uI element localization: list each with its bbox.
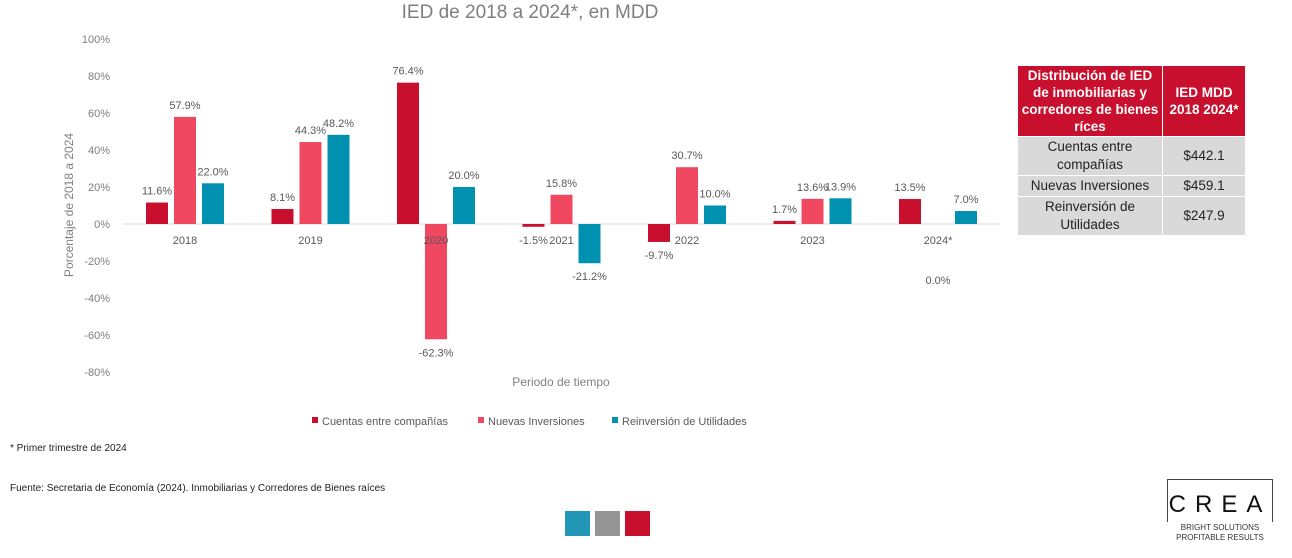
x-tick-label: 2022 xyxy=(675,235,699,247)
square-teal xyxy=(565,511,590,536)
bar-1-2020 xyxy=(425,224,447,340)
data-label: 13.9% xyxy=(825,181,856,193)
bar-2-2024* xyxy=(955,211,977,224)
y-tick-label: 80% xyxy=(88,71,110,83)
row-value: $442.1 xyxy=(1162,136,1246,176)
data-label: -21.2% xyxy=(572,271,607,283)
legend-label: Nuevas Inversiones xyxy=(488,416,585,428)
bar-1-2022 xyxy=(676,167,698,224)
legend-swatch xyxy=(312,417,318,423)
data-label: 57.9% xyxy=(169,100,200,112)
bar-2-2022 xyxy=(704,205,726,224)
data-label: 13.6% xyxy=(797,182,828,194)
y-tick-label: 60% xyxy=(88,108,110,120)
legend-label: Reinversión de Utilidades xyxy=(622,416,747,428)
y-tick-label: -20% xyxy=(84,256,110,268)
data-label: 8.1% xyxy=(270,192,295,204)
bar-chart: 100% 80% 60% 40% 20% 0% -20% -40% -60% -80% 11.6% 5… xyxy=(62,34,1000,428)
bar-0-2022 xyxy=(648,224,670,242)
data-label: 22.0% xyxy=(197,166,228,178)
data-label: 76.4% xyxy=(392,66,423,78)
bar-0-2023 xyxy=(773,220,796,224)
row-value: $247.9 xyxy=(1162,196,1246,236)
bar-1-2021 xyxy=(550,194,573,224)
bar-1-2018 xyxy=(174,116,196,224)
y-tick-label: -60% xyxy=(84,330,110,342)
data-label: 15.8% xyxy=(546,178,577,190)
data-label: 7.0% xyxy=(953,194,978,206)
legend-swatch xyxy=(478,417,484,423)
data-label: 11.6% xyxy=(142,186,173,198)
chart-title: IED de 2018 a 2024*, en MDD xyxy=(401,2,659,23)
square-red xyxy=(625,511,650,536)
logo-frame xyxy=(1167,479,1273,522)
legend-swatch xyxy=(612,417,618,423)
bar-2-2020 xyxy=(453,187,475,224)
row-label: Nuevas Inversiones xyxy=(1017,175,1163,197)
bar-2-2021 xyxy=(578,224,601,264)
data-label: 48.2% xyxy=(323,118,354,130)
table-row: Reinversión de Utilidades $247.9 xyxy=(1017,196,1246,236)
legend-label: Cuentas entre compañías xyxy=(322,416,448,428)
data-label: -1.5% xyxy=(519,235,548,247)
data-label: 1.7% xyxy=(772,204,797,216)
bar-0-2024* xyxy=(899,199,921,224)
bar-2-2023 xyxy=(829,198,852,224)
table-header-row: Distribución de IED de inmobiliarias y c… xyxy=(1017,65,1246,137)
logo-wordmark: CREA xyxy=(1168,491,1272,518)
y-axis-title: Porcentaje de 2018 a 2024 xyxy=(62,133,76,277)
y-tick-label: 20% xyxy=(88,182,110,194)
y-tick-label: 100% xyxy=(82,34,110,46)
x-tick-label: 2021 xyxy=(549,235,573,247)
data-label: -9.7% xyxy=(645,250,674,262)
data-label: 20.0% xyxy=(448,170,479,182)
row-value: $459.1 xyxy=(1162,175,1246,197)
row-label: Reinversión de Utilidades xyxy=(1017,196,1163,236)
y-tick-label: 0% xyxy=(94,219,110,231)
data-label: 13.5% xyxy=(894,182,925,194)
data-label: 44.3% xyxy=(295,125,326,137)
data-label: 10.0% xyxy=(699,189,730,201)
bar-0-2019 xyxy=(271,209,294,224)
bar-1-2023 xyxy=(801,198,824,224)
y-tick-label: 40% xyxy=(88,145,110,157)
bar-2-2019 xyxy=(327,134,350,224)
x-axis-title: Periodo de tiempo xyxy=(512,375,610,389)
table-row: Cuentas entre compañías $442.1 xyxy=(1017,136,1246,176)
bar-1-2019 xyxy=(299,142,322,224)
x-tick-label: 2018 xyxy=(173,235,197,247)
tagline-1: BRIGHT SOLUTIONS xyxy=(1180,523,1260,532)
table-header: Distribución de IED de inmobiliarias y c… xyxy=(1017,65,1163,137)
x-tick-label: 2024* xyxy=(924,235,953,247)
x-tick-label: 2023 xyxy=(800,235,824,247)
decorative-squares xyxy=(565,511,650,536)
y-tick-label: -80% xyxy=(84,367,110,379)
bar-0-2018 xyxy=(146,202,168,224)
logo-tagline: BRIGHT SOLUTIONS PROFITABLE RESULTS xyxy=(1167,523,1273,543)
row-label: Cuentas entre compañías xyxy=(1017,136,1163,176)
distribution-table: Distribución de IED de inmobiliarias y c… xyxy=(1017,65,1246,236)
data-label: -62.3% xyxy=(419,347,454,359)
bar-0-2020 xyxy=(397,82,419,224)
data-label: 30.7% xyxy=(671,150,702,162)
tagline-2: PROFITABLE RESULTS xyxy=(1176,533,1264,542)
bar-0-2021 xyxy=(522,224,545,227)
y-tick-label: -40% xyxy=(84,293,110,305)
square-gray xyxy=(595,511,620,536)
data-label: 0.0% xyxy=(925,275,950,287)
table-header: IED MDD 2018 2024* xyxy=(1162,65,1246,137)
x-tick-label: 2019 xyxy=(298,235,322,247)
table-row: Nuevas Inversiones $459.1 xyxy=(1017,175,1246,197)
footnote: * Primer trimestre de 2024 xyxy=(10,443,127,454)
x-tick-label: 2020 xyxy=(424,235,448,247)
crea-logo: CREA BRIGHT SOLUTIONS PROFITABLE RESULTS xyxy=(1167,479,1275,545)
source-note: Fuente: Secretaria de Economía (2024). I… xyxy=(10,483,386,494)
bar-2-2018 xyxy=(202,183,224,224)
